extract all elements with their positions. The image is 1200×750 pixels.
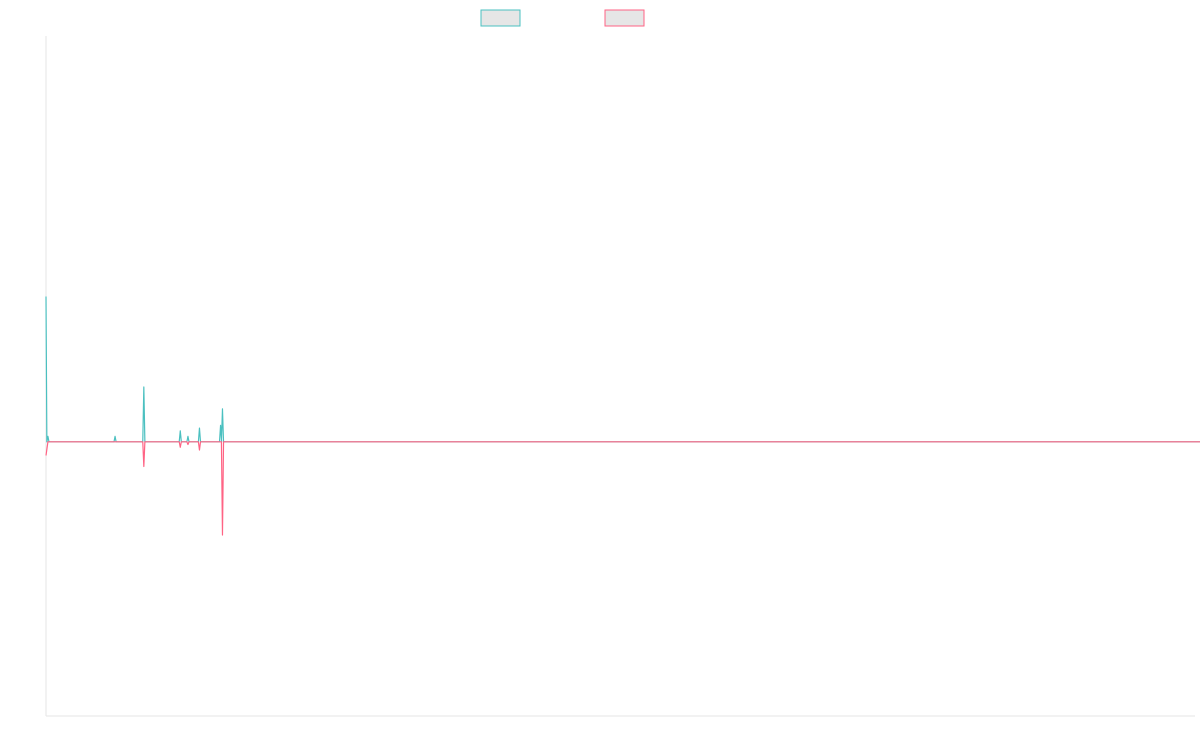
legend xyxy=(480,9,645,27)
plot-area xyxy=(45,296,1200,536)
series-line-1 xyxy=(45,296,1200,443)
series-line-2 xyxy=(45,441,1200,536)
legend-swatch-1 xyxy=(480,9,521,27)
axes xyxy=(45,36,1195,717)
legend-swatch-2 xyxy=(604,9,645,27)
